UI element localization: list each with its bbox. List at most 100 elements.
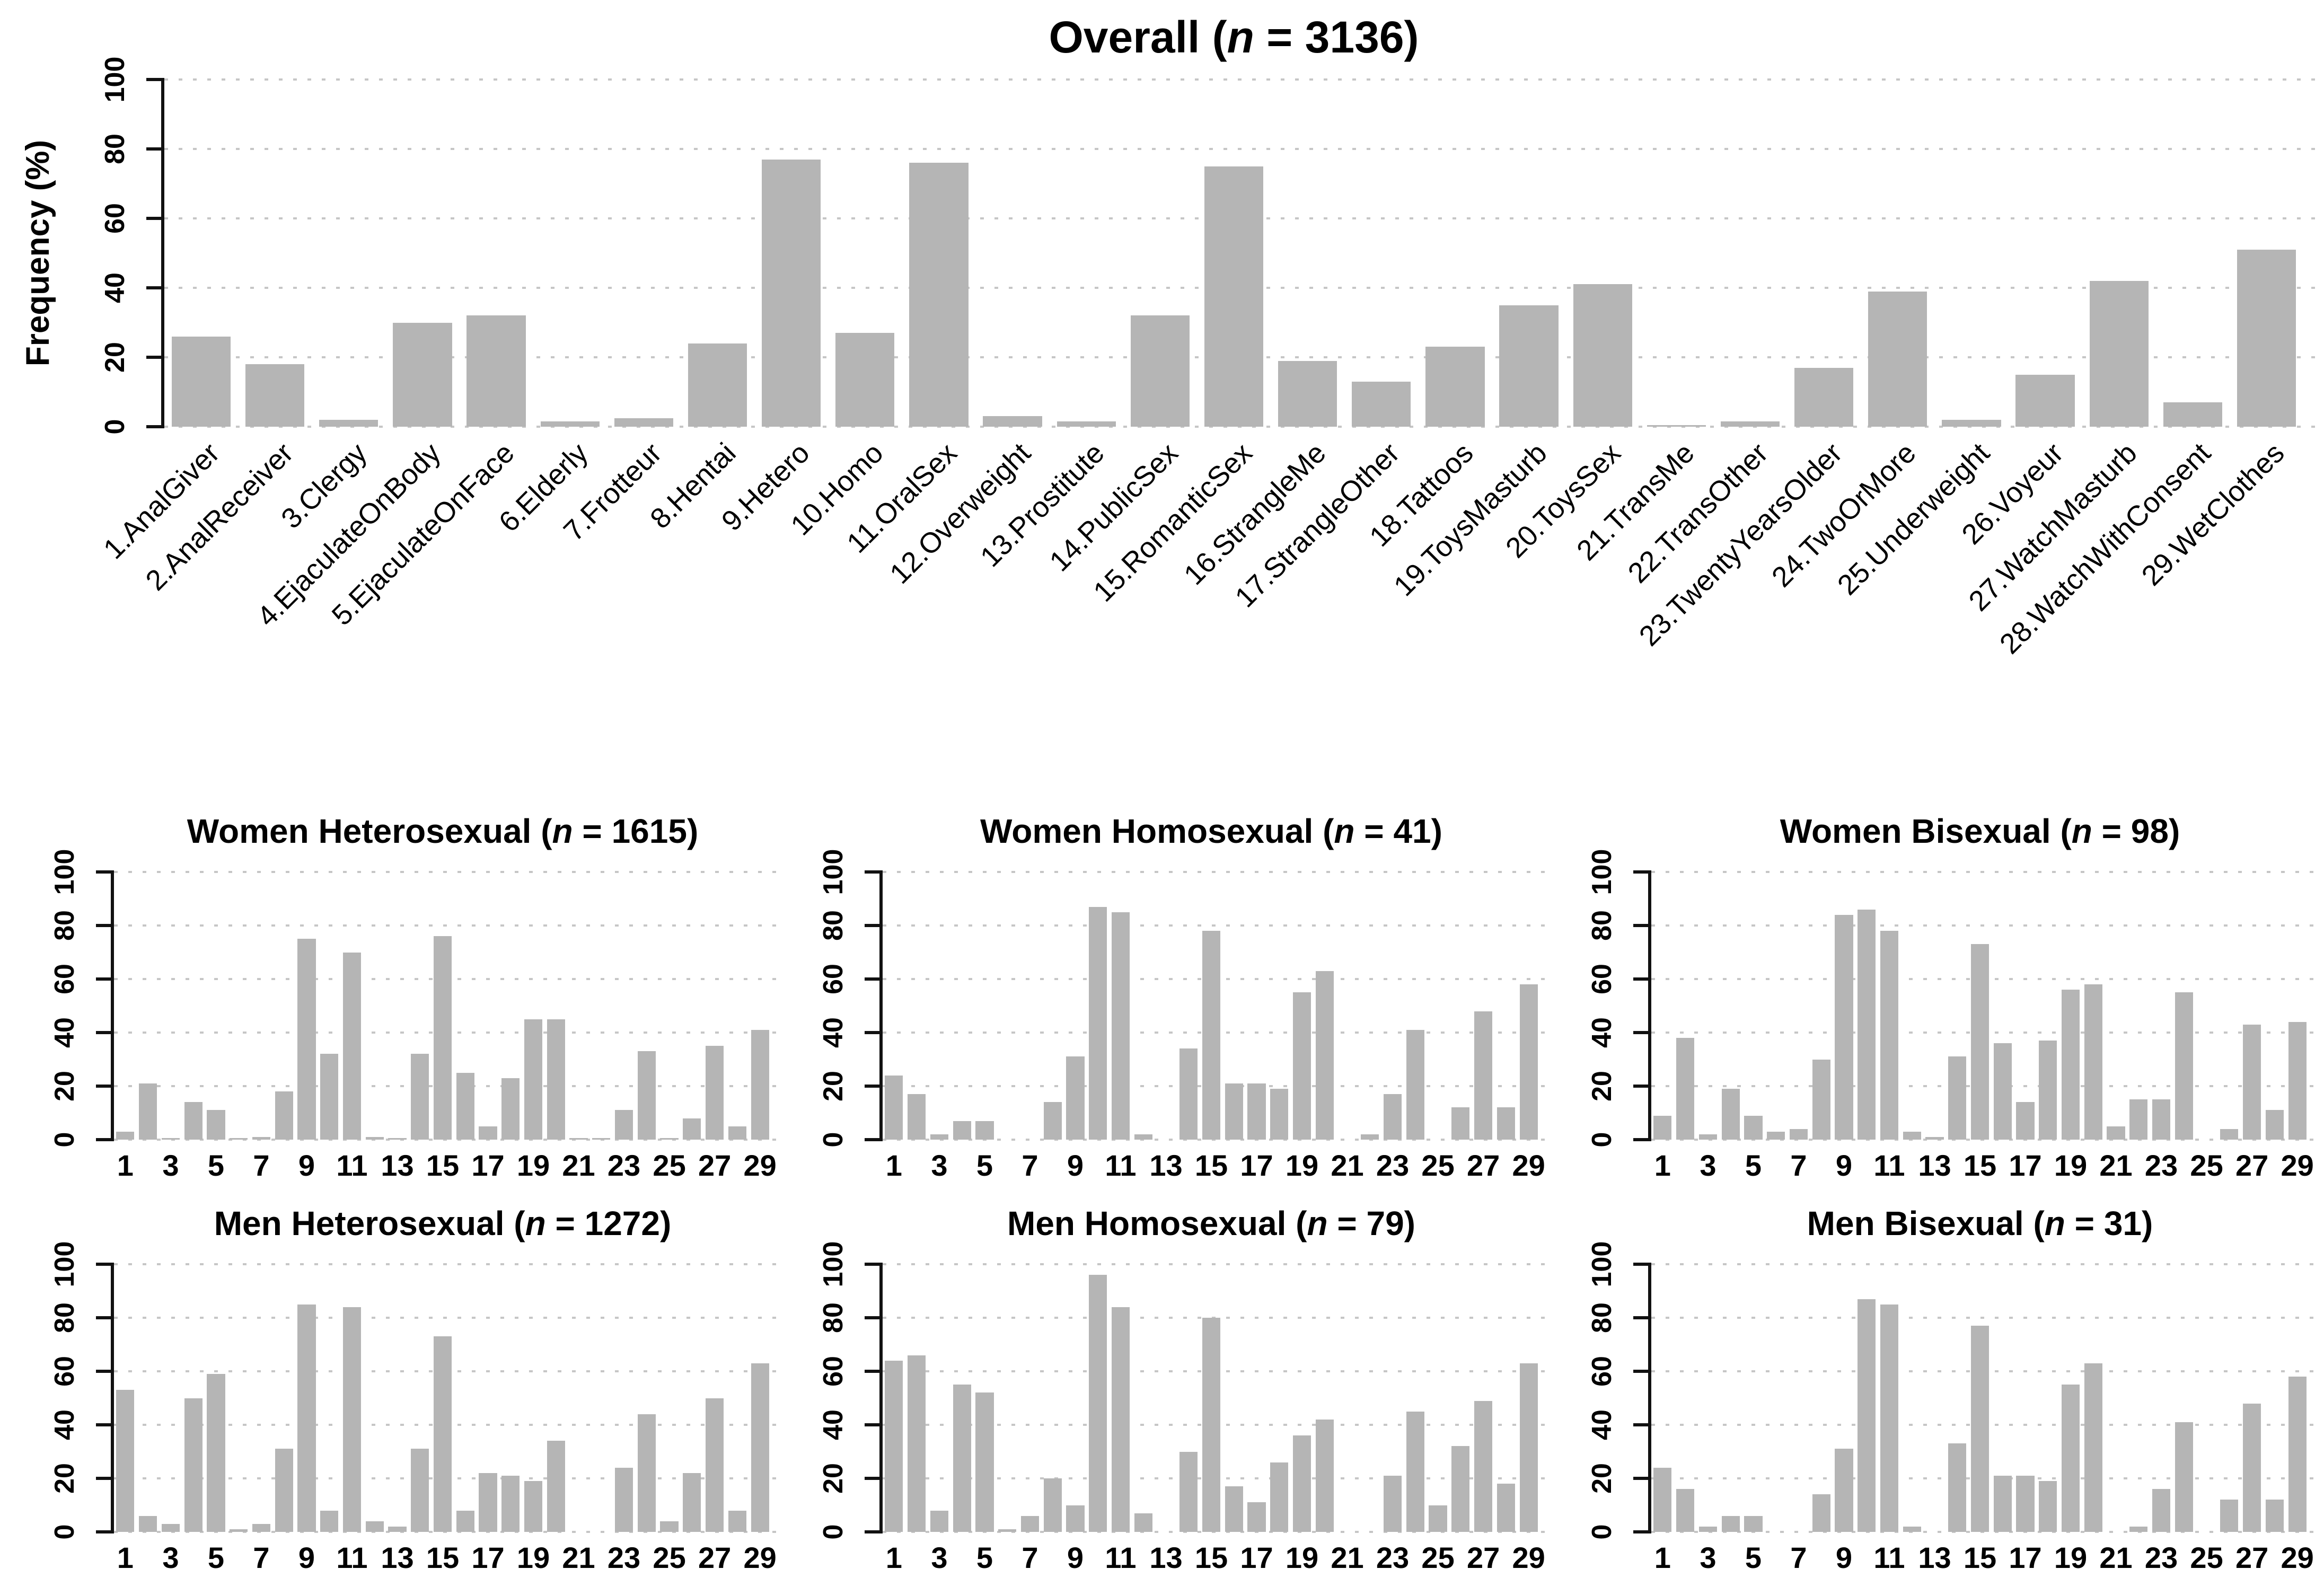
gridline: [164, 426, 2318, 428]
bar: [660, 1521, 679, 1532]
x-tick-label: 29: [743, 1149, 777, 1182]
x-tick-label: 23: [1376, 1541, 1410, 1569]
y-axis: [161, 78, 164, 428]
bar: [342, 1307, 362, 1532]
bar: [320, 1054, 339, 1140]
x-tick-label: 13: [1918, 1541, 1951, 1569]
x-tick-label: 27: [1466, 1541, 1500, 1569]
y-tick-label: 20: [49, 1463, 80, 1494]
y-tick: [96, 924, 114, 927]
chart-title-text: Men Homosexual: [1007, 1204, 1287, 1242]
bar: [524, 1481, 543, 1532]
bar: [1179, 1048, 1198, 1140]
chart-title-text: Men Bisexual: [1807, 1204, 2024, 1242]
y-tick: [1633, 924, 1651, 927]
bar: [1111, 912, 1130, 1140]
bar: [1925, 1136, 1944, 1140]
y-tick-label: 60: [818, 964, 849, 994]
bar: [540, 421, 600, 427]
bar: [297, 939, 316, 1140]
bar: [953, 1385, 971, 1532]
x-category-label: 27.WatchMasturb: [1962, 437, 2143, 618]
x-tick-label: 21: [1331, 1541, 1364, 1569]
bar: [2039, 1481, 2057, 1532]
n-value: 98: [2131, 812, 2169, 850]
bar: [547, 1019, 565, 1140]
bar: [1270, 1089, 1289, 1140]
bar: [116, 1390, 135, 1532]
bar: [1225, 1083, 1243, 1140]
chart-title: Women Homosexual (n = 41): [980, 812, 1442, 851]
chart-men-heterosexual: Men Heterosexual (n = 1272) 0 20 40 60 80 100…: [49, 1204, 786, 1569]
n-symbol: n: [2044, 1204, 2065, 1242]
y-tick: [96, 1370, 114, 1373]
title-close: ): [1404, 12, 1419, 62]
x-tick-label: 1: [1654, 1149, 1671, 1182]
y-tick-label: 40: [100, 272, 130, 303]
title-eq: =: [1354, 812, 1394, 850]
x-tick-label: 13: [1918, 1149, 1951, 1182]
y-tick: [865, 1031, 883, 1034]
x-category-label: 18.Tattoos: [1363, 437, 1480, 553]
y-tick: [865, 870, 883, 874]
bar: [1789, 1129, 1808, 1140]
y-tick: [1633, 1263, 1651, 1266]
x-tick-label: 17: [471, 1149, 505, 1182]
x-tick-label: 3: [1700, 1149, 1716, 1182]
plot-area: 0 20 40 60 80 100 1 3 5 7 9 11 13 15 17 19 21 23 25 27 29: [49, 849, 786, 1182]
y-tick-label: 40: [1587, 1409, 1617, 1440]
x-tick-label: 3: [931, 1541, 948, 1569]
x-tick-label: 1: [117, 1149, 134, 1182]
bar: [1292, 1435, 1311, 1532]
x-tick-label: 5: [976, 1149, 993, 1182]
n-symbol: n: [1334, 812, 1355, 850]
bar: [1204, 166, 1264, 427]
bar: [2016, 1475, 2035, 1532]
bar: [2016, 1102, 2035, 1140]
x-category-label: 24.TwoOrMore: [1765, 437, 1922, 594]
x-tick-label: 17: [471, 1541, 505, 1569]
bar: [2152, 1099, 2171, 1140]
y-tick: [865, 1477, 883, 1480]
x-tick-label: 19: [1285, 1541, 1319, 1569]
x-tick-label: 7: [1790, 1541, 1807, 1569]
chart-title-text: Women Homosexual: [980, 812, 1314, 850]
gridline: [114, 1531, 786, 1533]
bar: [1089, 1275, 1107, 1532]
bar: [728, 1126, 746, 1140]
y-tick-label: 40: [49, 1017, 80, 1048]
bar: [230, 1138, 248, 1140]
y-tick-label: 20: [1587, 1071, 1617, 1101]
x-category-label: 15.RomanticSex: [1087, 437, 1258, 608]
x-tick-label: 15: [1194, 1149, 1228, 1182]
gridline: [1651, 871, 2323, 873]
x-category-label: 10.Homo: [785, 437, 890, 542]
bar: [139, 1083, 157, 1140]
bar: [2084, 1363, 2102, 1532]
title-open: (: [1286, 1204, 1307, 1242]
bar: [2265, 1110, 2284, 1140]
x-tick-label: 5: [1745, 1541, 1762, 1569]
bar: [1134, 1134, 1152, 1140]
bar: [1066, 1505, 1085, 1532]
x-tick-label: 13: [1149, 1541, 1183, 1569]
bar: [275, 1449, 293, 1532]
bar: [975, 1121, 994, 1140]
bar: [2288, 1021, 2307, 1140]
x-tick-label: 9: [1067, 1149, 1084, 1182]
y-tick: [146, 286, 164, 289]
title-close: ): [1404, 1204, 1415, 1242]
x-tick-label: 1: [1654, 1541, 1671, 1569]
x-tick-label: 19: [516, 1541, 550, 1569]
bar: [139, 1515, 157, 1532]
y-tick: [1633, 1085, 1651, 1088]
title-open: (: [531, 812, 552, 850]
bar: [1134, 1513, 1152, 1532]
chart-title: Men Bisexual (n = 31): [1807, 1204, 2153, 1243]
x-category-label: 13.Prostitute: [974, 437, 1111, 574]
x-tick-label: 23: [2144, 1149, 2178, 1182]
y-tick-label: 0: [49, 1524, 80, 1540]
bar: [1970, 944, 1990, 1140]
bar: [2129, 1526, 2148, 1532]
bar: [1812, 1494, 1830, 1532]
